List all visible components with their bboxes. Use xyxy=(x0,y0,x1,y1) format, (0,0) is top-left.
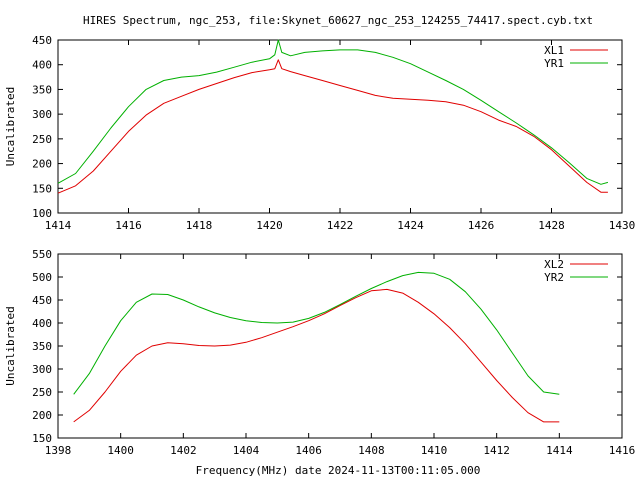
y-tick-label: 300 xyxy=(32,108,52,121)
x-tick-label: 1404 xyxy=(233,444,260,457)
x-tick-label: 1428 xyxy=(538,219,565,232)
y-tick-label: 500 xyxy=(32,271,52,284)
y-tick-label: 450 xyxy=(32,34,52,47)
y-tick-label: 200 xyxy=(32,158,52,171)
x-tick-label: 1406 xyxy=(295,444,322,457)
legend-label-xl1: XL1 xyxy=(544,44,564,57)
figure-title: HIRES Spectrum, ngc_253, file:Skynet_606… xyxy=(83,14,593,27)
x-tick-label: 1414 xyxy=(45,219,72,232)
series-line-yr1 xyxy=(57,39,609,185)
chart-panel-1: 1414 1416 1418 1420 1422 1424 1426 1428 1430 100 1… xyxy=(4,34,635,232)
y-tick-label: 150 xyxy=(32,182,52,195)
chart-panel-2: 1398 1400 1402 1404 1406 1408 1410 1412 1414 1416… xyxy=(4,248,635,457)
y-tick-label: 150 xyxy=(32,432,52,445)
x-tick-label: 1398 xyxy=(45,444,72,457)
x-tick-label: 1410 xyxy=(421,444,448,457)
x-tick-label: 1416 xyxy=(609,444,636,457)
y-tick-label: 350 xyxy=(32,83,52,96)
series-line-xl1 xyxy=(57,59,608,194)
y-tick-label: 100 xyxy=(32,207,52,220)
series-line-xl2 xyxy=(73,288,560,423)
x-tick-label: 1426 xyxy=(468,219,495,232)
legend-label-yr2: YR2 xyxy=(544,271,564,284)
plot-frame xyxy=(57,39,623,214)
y-axis-label: Uncalibrated xyxy=(4,87,17,166)
y-tick-label: 250 xyxy=(32,386,52,399)
y-tick-label: 250 xyxy=(32,133,52,146)
x-tick-label: 1430 xyxy=(609,219,636,232)
x-tick-label: 1422 xyxy=(327,219,354,232)
x-tick-label: 1400 xyxy=(107,444,134,457)
x-tick-label: 1424 xyxy=(397,219,424,232)
y-tick-label: 550 xyxy=(32,248,52,261)
y-axis-label: Uncalibrated xyxy=(4,306,17,385)
y-tick-label: 400 xyxy=(32,59,52,72)
y-tick-label: 200 xyxy=(32,409,52,422)
y-tick-label: 400 xyxy=(32,317,52,330)
legend-label-yr1: YR1 xyxy=(544,57,564,70)
x-tick-label: 1414 xyxy=(546,444,573,457)
plot-frame xyxy=(57,253,623,439)
x-tick-label: 1416 xyxy=(115,219,142,232)
x-tick-label: 1420 xyxy=(256,219,283,232)
x-tick-label: 1412 xyxy=(483,444,510,457)
legend-label-xl2: XL2 xyxy=(544,258,564,271)
series-line-yr2 xyxy=(73,271,560,395)
x-tick-label: 1418 xyxy=(186,219,213,232)
y-tick-label: 450 xyxy=(32,294,52,307)
x-axis-label: Frequency(MHz) date 2024-11-13T00:11:05.… xyxy=(196,464,481,477)
x-tick-label: 1402 xyxy=(170,444,197,457)
y-tick-label: 300 xyxy=(32,363,52,376)
x-tick-label: 1408 xyxy=(358,444,385,457)
y-tick-label: 350 xyxy=(32,340,52,353)
